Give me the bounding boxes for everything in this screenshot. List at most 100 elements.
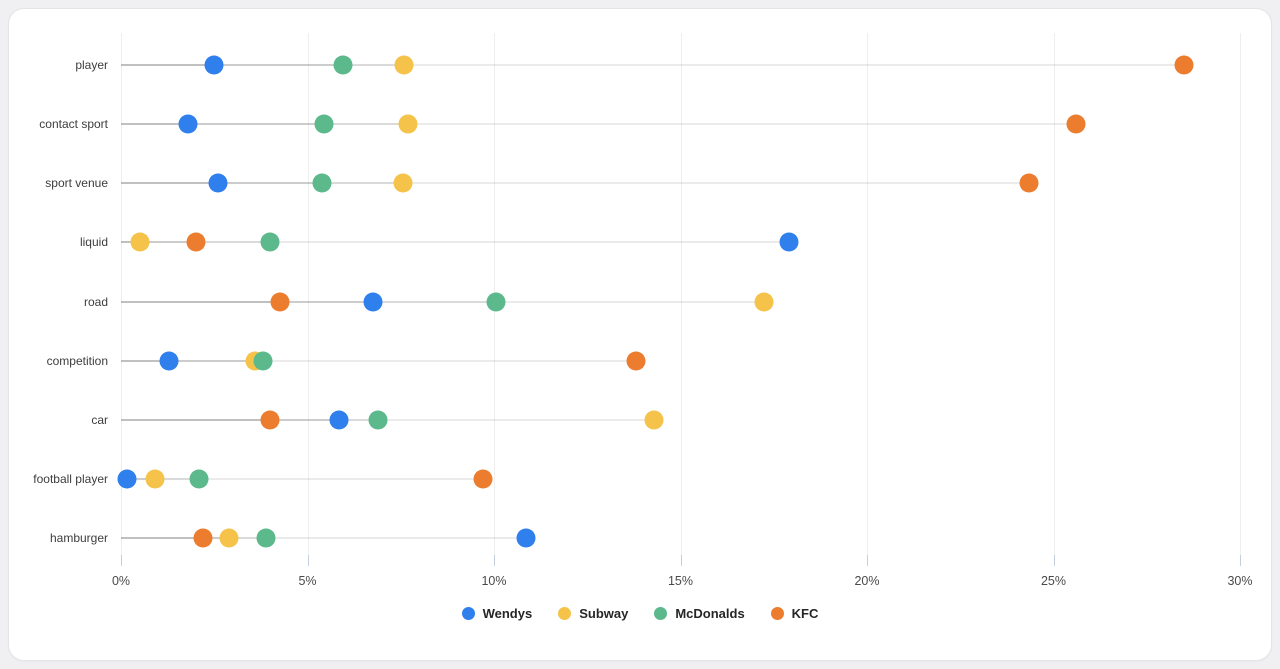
category-label: hamburger bbox=[49, 531, 108, 546]
legend-label: Wendys bbox=[482, 606, 533, 621]
legend-swatch-icon bbox=[461, 607, 475, 620]
data-point-kfc[interactable] bbox=[270, 292, 290, 312]
data-point-wendys[interactable] bbox=[516, 528, 536, 548]
leader-line bbox=[121, 418, 271, 421]
data-point-wendys[interactable] bbox=[159, 351, 179, 371]
data-point-subway[interactable] bbox=[393, 173, 413, 193]
data-point-mcdonalds[interactable] bbox=[253, 351, 273, 371]
x-tick-label: 0% bbox=[111, 574, 131, 588]
gridline bbox=[1053, 33, 1055, 555]
data-point-subway[interactable] bbox=[398, 114, 418, 134]
leader-line bbox=[121, 123, 189, 126]
x-tick-label: 15% bbox=[667, 574, 694, 588]
data-point-kfc[interactable] bbox=[626, 351, 646, 371]
leader-line bbox=[121, 64, 405, 66]
leader-line bbox=[121, 418, 379, 421]
gridline bbox=[307, 33, 309, 555]
leader-line bbox=[121, 478, 483, 481]
data-point-kfc[interactable] bbox=[473, 469, 493, 489]
data-point-kfc[interactable] bbox=[1174, 55, 1194, 75]
data-point-subway[interactable] bbox=[754, 292, 774, 312]
data-point-wendys[interactable] bbox=[329, 410, 349, 430]
category-label: liquid bbox=[79, 235, 108, 250]
data-point-kfc[interactable] bbox=[1066, 114, 1086, 134]
gridline bbox=[680, 33, 682, 555]
data-point-subway[interactable] bbox=[219, 528, 239, 548]
leader-line bbox=[121, 359, 256, 362]
legend-label: McDonalds bbox=[675, 606, 745, 621]
data-point-subway[interactable] bbox=[644, 410, 664, 430]
data-point-kfc[interactable] bbox=[193, 528, 213, 548]
chart-card bbox=[8, 8, 1272, 661]
data-point-mcdonalds[interactable] bbox=[189, 469, 209, 489]
axis-tick bbox=[1240, 555, 1241, 566]
gridline bbox=[1240, 33, 1241, 555]
legend-label: Subway bbox=[579, 606, 629, 621]
data-point-wendys[interactable] bbox=[204, 55, 224, 75]
data-point-mcdonalds[interactable] bbox=[256, 528, 276, 548]
data-point-kfc[interactable] bbox=[1019, 173, 1039, 193]
data-point-mcdonalds[interactable] bbox=[314, 114, 334, 134]
gridline bbox=[867, 33, 868, 555]
leader-line bbox=[121, 537, 204, 540]
category-label: football player bbox=[33, 472, 108, 487]
data-point-kfc[interactable] bbox=[186, 232, 206, 252]
legend-label: KFC bbox=[791, 606, 819, 621]
leader-line bbox=[121, 123, 1076, 126]
data-point-kfc[interactable] bbox=[260, 410, 280, 430]
legend-swatch-icon bbox=[654, 607, 668, 620]
data-point-subway[interactable] bbox=[394, 55, 414, 75]
leader-line bbox=[121, 182, 218, 185]
leader-line bbox=[121, 64, 1185, 66]
data-point-subway[interactable] bbox=[130, 232, 150, 252]
axis-tick bbox=[307, 555, 309, 566]
leader-line bbox=[121, 537, 526, 540]
x-tick-label: 10% bbox=[481, 574, 507, 588]
category-label: road bbox=[83, 294, 108, 309]
leader-line bbox=[121, 64, 343, 66]
data-point-wendys[interactable] bbox=[178, 114, 198, 134]
data-point-wendys[interactable] bbox=[363, 292, 383, 312]
data-point-mcdonalds[interactable] bbox=[368, 410, 388, 430]
category-label: sport venue bbox=[45, 176, 108, 191]
category-label: car bbox=[91, 412, 108, 427]
legend-item-mcdonalds[interactable]: McDonalds bbox=[654, 606, 745, 621]
legend-item-kfc[interactable]: KFC bbox=[770, 606, 819, 621]
axis-tick bbox=[680, 555, 682, 566]
leader-line bbox=[121, 359, 263, 362]
data-point-wendys[interactable] bbox=[779, 232, 799, 252]
data-point-wendys[interactable] bbox=[208, 173, 228, 193]
data-point-mcdonalds[interactable] bbox=[260, 232, 280, 252]
category-label: player bbox=[75, 58, 108, 72]
legend-swatch-icon bbox=[770, 607, 784, 620]
x-tick-label: 25% bbox=[1040, 574, 1067, 588]
legend-item-wendys[interactable]: Wendys bbox=[461, 606, 533, 621]
data-point-mcdonalds[interactable] bbox=[486, 292, 506, 312]
leader-line bbox=[121, 123, 409, 126]
leader-line bbox=[121, 300, 373, 303]
category-label: competition bbox=[46, 353, 108, 368]
leader-line bbox=[121, 359, 636, 362]
leader-line bbox=[121, 123, 325, 126]
legend-item-subway[interactable]: Subway bbox=[558, 606, 628, 621]
leader-line bbox=[121, 241, 196, 244]
leader-line bbox=[121, 300, 765, 303]
leader-line bbox=[121, 359, 170, 362]
x-tick-label: 5% bbox=[298, 574, 317, 588]
leader-line bbox=[121, 182, 403, 185]
x-tick-label: 30% bbox=[1227, 574, 1253, 588]
axis-tick bbox=[494, 555, 495, 566]
leader-line bbox=[121, 182, 1030, 185]
data-point-subway[interactable] bbox=[145, 469, 165, 489]
leader-line bbox=[121, 241, 789, 244]
data-point-mcdonalds[interactable] bbox=[333, 55, 353, 75]
axis-tick bbox=[867, 555, 868, 566]
leader-line bbox=[121, 537, 230, 540]
leader-line bbox=[121, 300, 496, 303]
category-label: contact sport bbox=[39, 117, 108, 132]
data-point-mcdonalds[interactable] bbox=[312, 173, 332, 193]
axis-tick bbox=[1053, 555, 1055, 566]
data-point-wendys[interactable] bbox=[117, 469, 137, 489]
legend-swatch-icon bbox=[558, 607, 572, 620]
